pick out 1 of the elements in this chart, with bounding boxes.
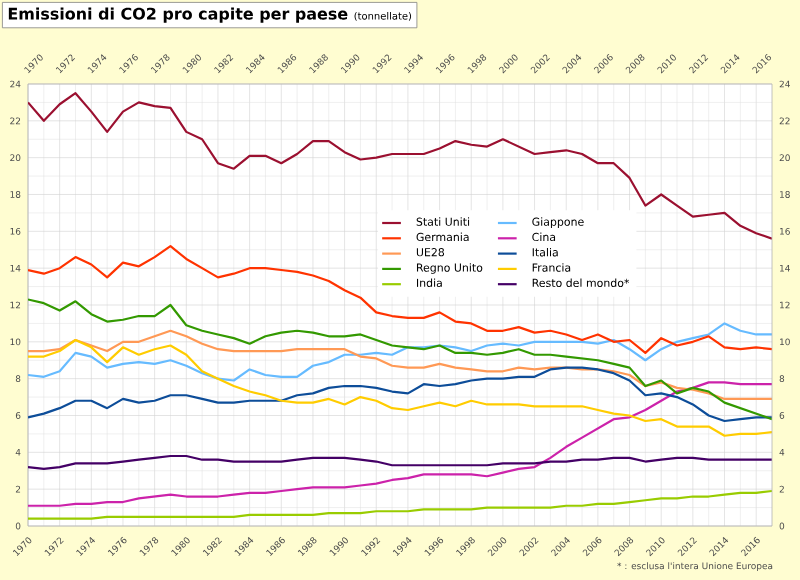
line-series [28, 244, 772, 354]
